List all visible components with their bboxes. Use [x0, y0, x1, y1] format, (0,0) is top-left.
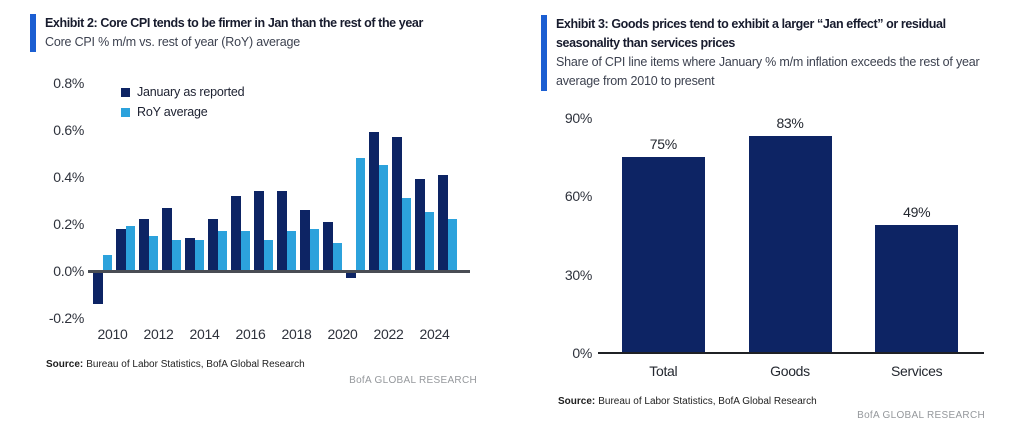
y-tick-label: 0.8% [53, 75, 84, 91]
bar-2011-roy [125, 226, 135, 271]
x-tick-label: 2022 [373, 326, 404, 342]
bar-2022-jan [369, 132, 379, 271]
bar-2012-roy [148, 235, 158, 271]
bar-2017-jan [254, 191, 264, 271]
y-tick-label: 0.2% [53, 216, 84, 232]
legend-item: January as reported [121, 82, 245, 102]
exhibit3-subtitle: Share of CPI line items where January % … [556, 55, 980, 88]
exhibit2-subtitle: Core CPI % m/m vs. rest of year (RoY) av… [45, 35, 300, 49]
bar-2021-jan [346, 271, 356, 279]
bar-2011-jan [116, 228, 126, 271]
bar-2022-roy [378, 165, 388, 271]
bar-services [875, 225, 959, 353]
exhibit3-brand: BofA GLOBAL RESEARCH [857, 410, 985, 421]
y-tick-label: 30% [564, 266, 592, 283]
bar-2013-roy [171, 240, 181, 271]
bar-2019-roy [309, 228, 319, 271]
y-tick-label: 60% [564, 188, 592, 205]
y-tick-label: 0.6% [53, 122, 84, 138]
exhibit3-header-text: Exhibit 3: Goods prices tend to exhibit … [556, 15, 1001, 91]
exhibit3-source: Source: Bureau of Labor Statistics, BofA … [558, 395, 817, 408]
exhibit2-title: Exhibit 2: Core CPI tends to be firmer i… [45, 16, 423, 30]
bar-value-label: 83% [776, 115, 804, 132]
bar-2020-jan [323, 221, 333, 271]
legend-label: January as reported [137, 85, 245, 99]
x-tick-label: 2010 [97, 326, 128, 342]
y-tick-label: 90% [564, 110, 592, 126]
exhibit2-brand: BofA GLOBAL RESEARCH [349, 375, 477, 386]
legend-label: RoY average [137, 105, 208, 119]
source-text: Bureau of Labor Statistics, BofA Global … [598, 396, 817, 407]
bar-2017-roy [263, 240, 273, 271]
bar-2016-jan [231, 195, 241, 271]
source-text: Bureau of Labor Statistics, BofA Global … [86, 359, 305, 370]
y-tick-label: -0.2% [48, 310, 84, 326]
bar-2023-jan [392, 137, 402, 271]
exhibit3-header: Exhibit 3: Goods prices tend to exhibit … [541, 15, 1001, 91]
bar-2013-jan [162, 207, 172, 271]
bar-2015-roy [217, 231, 227, 271]
bar-2025-roy [447, 219, 457, 271]
bar-2012-jan [139, 219, 149, 271]
x-tick-label: 2014 [189, 326, 220, 342]
bar-2025-jan [438, 174, 448, 271]
x-axis-line [598, 352, 984, 354]
bar-goods [748, 136, 832, 353]
x-tick-label: 2018 [281, 326, 312, 342]
accent-stripe [30, 14, 36, 52]
x-tick-label: 2024 [419, 326, 450, 342]
source-label: Source: [46, 359, 84, 370]
category-label: Services [891, 363, 943, 379]
bar-2024-jan [415, 179, 425, 271]
bar-2019-jan [300, 209, 310, 271]
bar-2020-roy [332, 242, 342, 271]
exhibit2-header-text: Exhibit 2: Core CPI tends to be firmer i… [45, 14, 423, 52]
bar-2014-roy [194, 240, 204, 271]
x-axis-line [88, 270, 470, 273]
x-tick-label: 2016 [235, 326, 266, 342]
bar-value-label: 75% [649, 136, 677, 153]
x-tick-label: 2020 [327, 326, 358, 342]
bar-2014-jan [185, 238, 195, 271]
category-label: Goods [770, 363, 810, 379]
source-label: Source: [558, 396, 596, 407]
accent-stripe [541, 15, 547, 91]
exhibit2-header: Exhibit 2: Core CPI tends to be firmer i… [30, 14, 500, 52]
bar-2018-roy [286, 231, 296, 271]
y-tick-label: 0% [572, 345, 592, 361]
category-label: Total [649, 363, 678, 379]
chart1-legend: January as reported RoY average [121, 82, 245, 122]
y-tick-label: 0.4% [53, 169, 84, 185]
bar-value-label: 49% [903, 204, 931, 221]
exhibit2-source: Source: Bureau of Labor Statistics, BofA … [46, 358, 305, 371]
legend-swatch-icon [121, 107, 130, 117]
legend-item: RoY average [121, 102, 244, 122]
bar-2023-roy [401, 198, 411, 271]
bar-total [621, 157, 705, 353]
x-tick-label: 2012 [143, 326, 174, 342]
bar-2015-jan [208, 219, 218, 271]
y-tick-label: 0.0% [53, 263, 84, 279]
exhibit3-title: Exhibit 3: Goods prices tend to exhibit … [556, 17, 946, 50]
legend-swatch-icon [121, 87, 130, 97]
bar-2010-jan [93, 271, 103, 304]
bar-2021-roy [355, 158, 365, 271]
bar-2018-jan [277, 191, 287, 271]
bar-2010-roy [102, 254, 112, 271]
bar-2024-roy [424, 212, 434, 271]
bar-2016-roy [240, 231, 250, 271]
